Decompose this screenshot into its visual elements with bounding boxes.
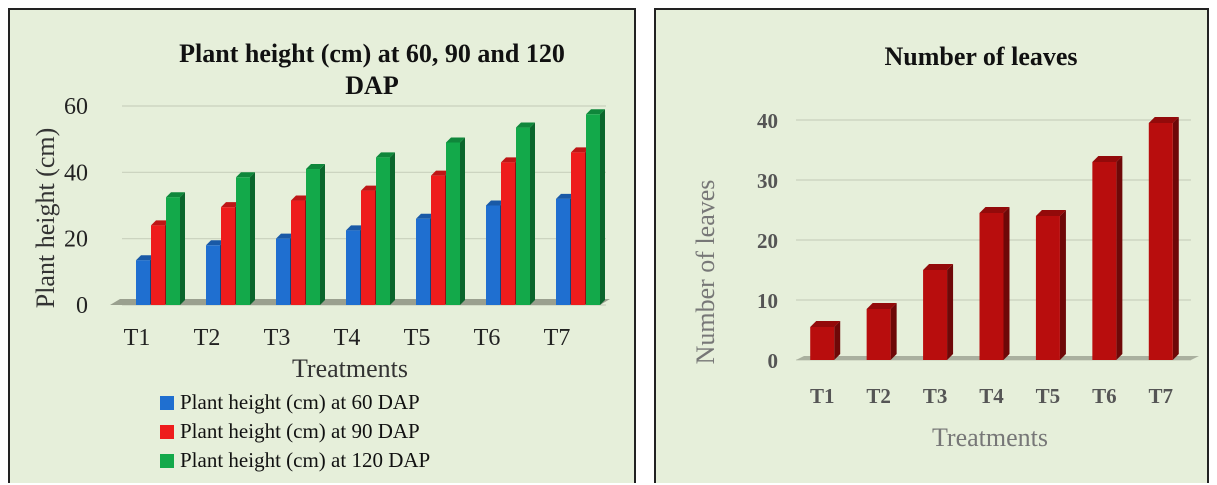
x-tick-label: T5 xyxy=(1036,384,1061,408)
x-tick-label: T7 xyxy=(544,325,571,351)
x-tick-label: T6 xyxy=(1092,384,1117,408)
y-tick-label: 20 xyxy=(757,229,778,253)
bar-T3 xyxy=(923,264,954,360)
legend-label-90-dap: Plant height (cm) at 90 DAP xyxy=(180,419,420,443)
bar-T2-series-3 xyxy=(236,172,255,305)
y-axis-label: Number of leaves xyxy=(691,180,720,365)
y-tick-label: 0 xyxy=(76,293,88,319)
chart-title-line-2: DAP xyxy=(345,71,399,100)
x-tick-label: T5 xyxy=(404,325,431,351)
bar-T7-series-3 xyxy=(586,109,605,306)
bar-T1 xyxy=(810,321,841,360)
bar-T7 xyxy=(1148,117,1179,360)
legend: Plant height (cm) at 60 DAP Plant height… xyxy=(160,388,430,475)
x-tick-label: T3 xyxy=(264,325,291,351)
legend-item-90-dap: Plant height (cm) at 90 DAP xyxy=(160,417,430,446)
legend-swatch-90-dap xyxy=(160,424,174,439)
plant-height-chart-panel: Plant height (cm) at 60, 90 and 120 DAP … xyxy=(8,8,636,483)
x-tick-label: T1 xyxy=(810,384,835,408)
bar-T6-series-3 xyxy=(516,122,535,305)
bar-T6 xyxy=(1092,156,1123,360)
y-axis-label: Plant height (cm) xyxy=(31,128,60,309)
bar-T5 xyxy=(1035,210,1066,360)
x-tick-label: T2 xyxy=(194,325,221,351)
x-tick-label: T6 xyxy=(474,325,501,351)
number-of-leaves-chart-panel: Number of leaves Number of leaves Treatm… xyxy=(654,8,1209,483)
y-tick-label: 0 xyxy=(768,349,779,373)
bar-T4-series-3 xyxy=(376,152,395,305)
legend-swatch-120-dap xyxy=(160,453,174,468)
x-tick-label: T7 xyxy=(1149,384,1174,408)
bar-T3-series-3 xyxy=(306,164,325,305)
y-tick-label: 20 xyxy=(64,227,88,253)
x-axis-label: Treatments xyxy=(292,354,408,383)
x-tick-label: T1 xyxy=(124,325,151,351)
x-tick-label: T3 xyxy=(923,384,948,408)
y-tick-label: 40 xyxy=(64,160,88,186)
bar-T4 xyxy=(979,207,1010,360)
legend-label-60-dap: Plant height (cm) at 60 DAP xyxy=(180,390,420,414)
bar-T2 xyxy=(866,303,897,360)
legend-swatch-60-dap xyxy=(160,395,174,410)
number-of-leaves-chart: Number of leaves Number of leaves Treatm… xyxy=(691,42,1199,452)
legend-item-120-dap: Plant height (cm) at 120 DAP xyxy=(160,446,430,475)
x-tick-label: T2 xyxy=(866,384,891,408)
x-axis-label: Treatments xyxy=(932,423,1048,452)
y-tick-label: 60 xyxy=(64,94,88,120)
chart-title: Number of leaves xyxy=(884,42,1077,71)
y-tick-label: 40 xyxy=(757,109,778,133)
chart-title-line-1: Plant height (cm) at 60, 90 and 120 xyxy=(179,39,565,68)
y-tick-label: 30 xyxy=(757,169,778,193)
legend-item-60-dap: Plant height (cm) at 60 DAP xyxy=(160,388,430,417)
plant-height-chart: Plant height (cm) at 60, 90 and 120 DAP … xyxy=(31,39,610,383)
bar-T5-series-3 xyxy=(446,137,465,305)
y-tick-label: 10 xyxy=(757,289,778,313)
bar-T1-series-3 xyxy=(166,192,185,305)
legend-label-120-dap: Plant height (cm) at 120 DAP xyxy=(180,448,431,472)
x-tick-label: T4 xyxy=(334,325,361,351)
x-tick-label: T4 xyxy=(979,384,1004,408)
